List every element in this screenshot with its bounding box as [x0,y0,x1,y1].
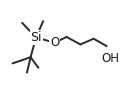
Text: OH: OH [101,52,119,65]
Text: O: O [50,36,59,49]
Text: Si: Si [30,31,42,44]
